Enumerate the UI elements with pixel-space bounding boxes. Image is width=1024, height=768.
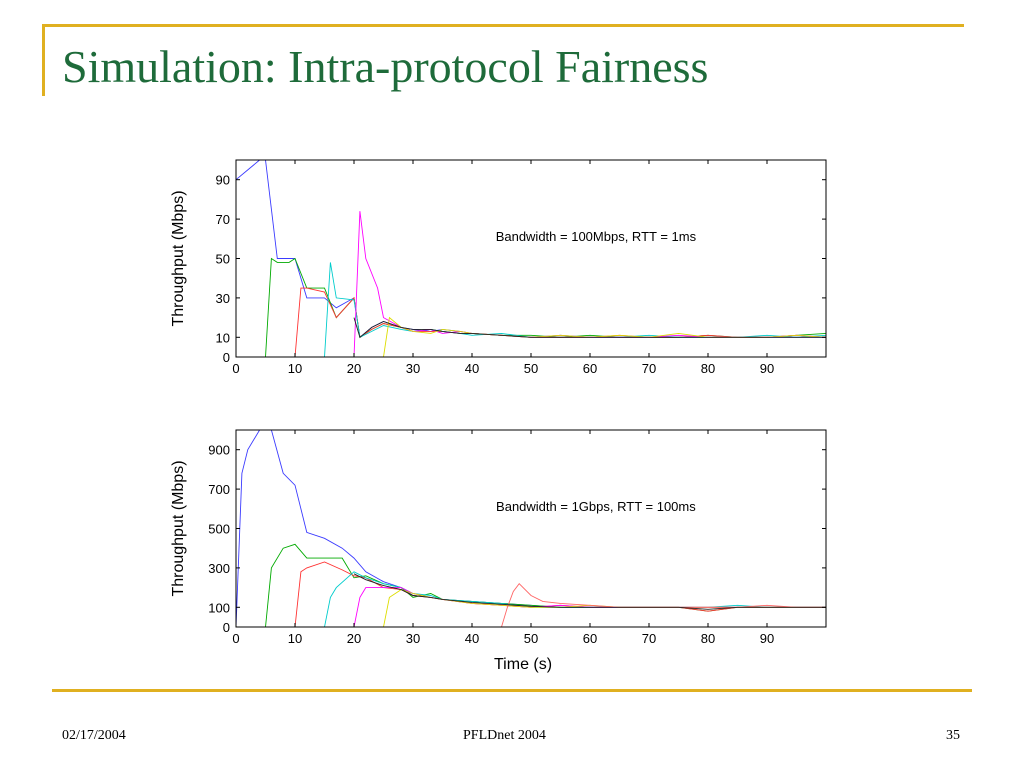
x-tick-label-80: 80 — [701, 361, 715, 376]
chart-annotation: Bandwidth = 100Mbps, RTT = 1ms — [496, 229, 697, 244]
x-tick-label-60: 60 — [583, 631, 597, 646]
series-line-1 — [236, 430, 826, 627]
accent-bar-vertical — [42, 24, 45, 96]
series-line-2 — [265, 257, 826, 357]
accent-bar-horizontal — [42, 24, 964, 27]
footer-date: 02/17/2004 — [62, 728, 126, 743]
series-line-3 — [294, 287, 826, 357]
x-tick-label-20: 20 — [347, 361, 361, 376]
footer-rule — [52, 689, 972, 692]
y-axis-label: Throughput (Mbps) — [170, 190, 187, 326]
series-line-3 — [294, 561, 826, 627]
x-tick-label-40: 40 — [465, 361, 479, 376]
slide-title: Simulation: Intra-protocol Fairness — [62, 41, 709, 92]
series-line-8 — [353, 573, 826, 610]
chart-bottom-svg: 0 10 20 30 40 50 60 70 80 900100300500700900Throu… — [170, 429, 827, 646]
x-tick-label-30: 30 — [406, 631, 420, 646]
x-tick-label-70: 70 — [642, 631, 656, 646]
x-tick-label-10: 10 — [288, 631, 302, 646]
y-tick-label-500: 500 — [208, 522, 230, 537]
x-tick-label-90: 90 — [760, 361, 774, 376]
x-axis-label: Time (s) — [494, 656, 553, 673]
footer-event: PFLDnet 2004 — [463, 728, 546, 743]
x-tick-label-40: 40 — [465, 631, 479, 646]
y-tick-label-100: 100 — [208, 600, 230, 615]
y-tick-label-70: 70 — [216, 212, 230, 227]
series-line-7 — [472, 583, 826, 627]
series-line-2 — [265, 543, 826, 627]
y-tick-label-900: 900 — [208, 443, 230, 458]
x-tick-label-0: 0 — [232, 631, 239, 646]
y-tick-label-10: 10 — [216, 330, 230, 345]
chart-annotation: Bandwidth = 1Gbps, RTT = 100ms — [496, 499, 696, 514]
x-tick-label-0: 0 — [232, 361, 239, 376]
x-tick-label-20: 20 — [347, 631, 361, 646]
series-line-1 — [236, 160, 826, 339]
x-tick-label-50: 50 — [524, 631, 538, 646]
y-tick-label-30: 30 — [216, 291, 230, 306]
y-tick-label-0: 0 — [223, 620, 230, 635]
y-tick-label-300: 300 — [208, 561, 230, 576]
x-tick-label-60: 60 — [583, 361, 597, 376]
plot-frame — [235, 429, 827, 628]
x-tick-label-50: 50 — [524, 361, 538, 376]
footer-page-number: 35 — [946, 728, 960, 743]
chart-top: 0 10 20 30 40 50 60 70 80 90 0 10 30 50 70 90 Throughput… — [150, 150, 850, 390]
y-tick-label-0: 0 — [223, 350, 230, 365]
series-line-4 — [324, 262, 826, 357]
series-line-6 — [383, 589, 826, 627]
y-tick-label-90: 90 — [216, 173, 230, 188]
y-tick-label-50: 50 — [216, 252, 230, 267]
y-axis-label: Throughput (Mbps) — [170, 460, 187, 596]
x-tick-label-70: 70 — [642, 361, 656, 376]
x-tick-label-30: 30 — [406, 361, 420, 376]
chart-top-svg: 0 10 20 30 40 50 60 70 80 90 0 10 30 50 70 90 Throughput… — [170, 159, 827, 376]
series-line-4 — [324, 571, 826, 627]
plot-frame — [235, 159, 827, 358]
x-tick-label-10: 10 — [288, 361, 302, 376]
x-tick-label-90: 90 — [760, 631, 774, 646]
y-tick-label-700: 700 — [208, 482, 230, 497]
chart-bottom: 0 10 20 30 40 50 60 70 80 90 0 100 300 500 700 900 Throu… — [150, 420, 850, 660]
series-line-7 — [353, 317, 826, 339]
x-tick-label-80: 80 — [701, 631, 715, 646]
